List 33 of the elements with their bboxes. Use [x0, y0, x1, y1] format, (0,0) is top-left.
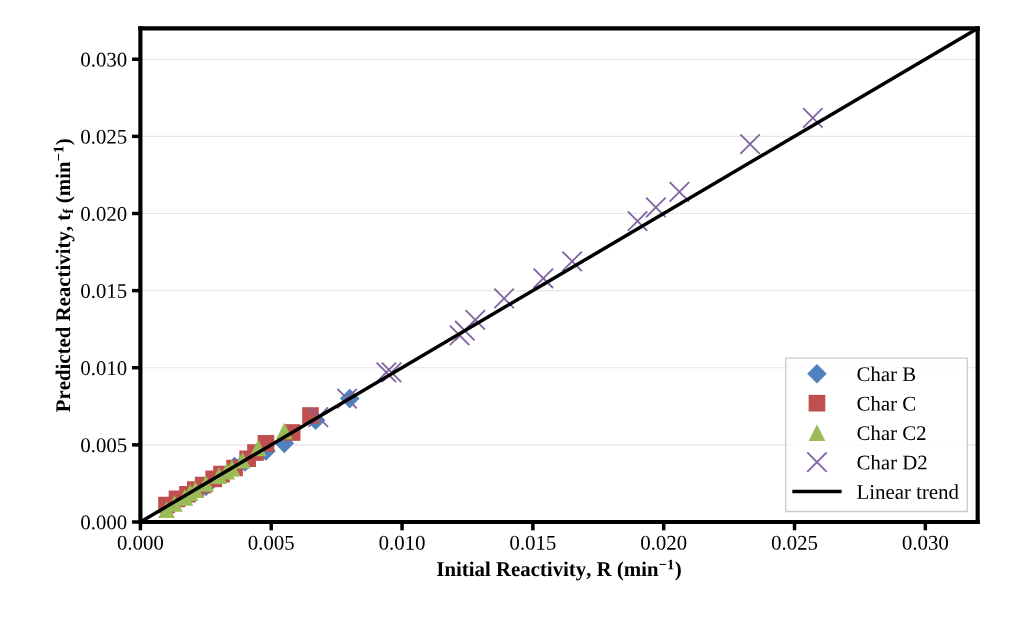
- point: [739, 133, 761, 155]
- x-tick-label: 0.020: [641, 535, 687, 550]
- point: [493, 287, 515, 309]
- y-tick-label: 0.020: [81, 206, 127, 222]
- legend-label: Linear trend: [857, 484, 959, 499]
- y-tick-label: 0.005: [81, 438, 127, 453]
- point: [626, 210, 649, 232]
- legend-label: Char C: [857, 396, 916, 411]
- x-tick-label: 0.025: [771, 535, 818, 550]
- point: [380, 361, 403, 383]
- point: [561, 250, 583, 272]
- y-tick-label: 0.030: [81, 52, 127, 67]
- x-tick-label: 0.010: [379, 535, 425, 550]
- legend-label: Char C2: [857, 425, 926, 441]
- x-axis-title: Initial Reactivity, R (min$^{−1}$): [437, 559, 681, 581]
- x-tick-label: 0.015: [510, 535, 556, 550]
- y-tick-label: 0.015: [81, 283, 127, 299]
- point: [532, 267, 554, 289]
- point: [645, 196, 667, 218]
- y-tick-label: 0.000: [81, 515, 127, 530]
- point: [375, 361, 397, 383]
- legend-label: Char D2: [857, 454, 927, 470]
- point: [464, 309, 486, 331]
- x-tick-label: 0.005: [248, 535, 294, 550]
- y-tick-label: 0.025: [81, 129, 127, 144]
- x-tick-label: 0.030: [902, 535, 948, 550]
- point: [802, 107, 824, 129]
- legend-label: Char B: [857, 366, 916, 382]
- point: [454, 320, 476, 342]
- y-axis-title: Predicted Reactivity, t$_{f}$ (min$^{−1}$): [53, 139, 75, 412]
- x-tick-label: 0.000: [117, 535, 164, 550]
- y-tick-label: 0.010: [81, 361, 127, 376]
- point: [668, 181, 691, 203]
